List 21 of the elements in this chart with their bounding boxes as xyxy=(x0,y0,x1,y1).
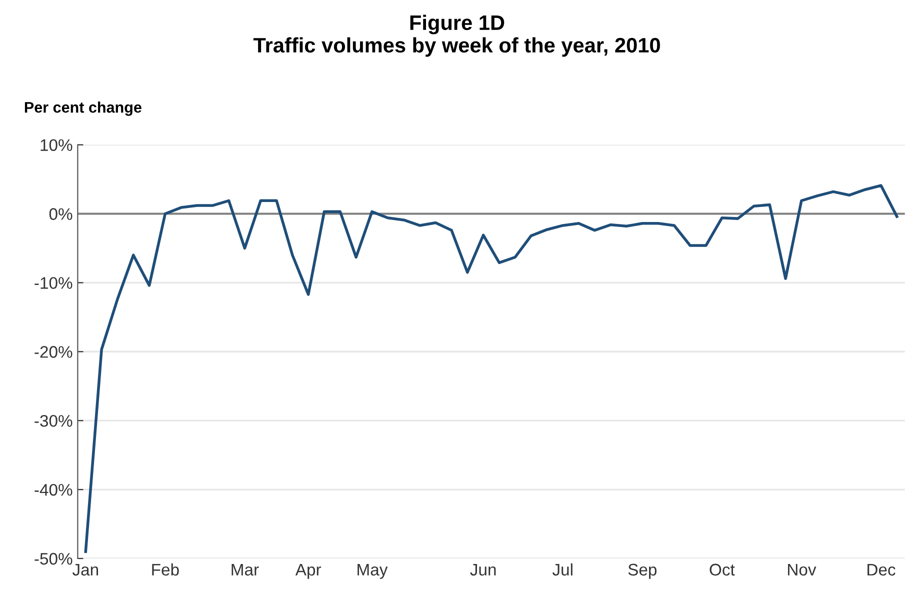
y-tick-label: -50% xyxy=(34,552,72,565)
x-tick-label: Mar xyxy=(232,564,259,576)
line-series xyxy=(84,184,898,553)
x-tick-label: Nov xyxy=(788,564,816,576)
y-tick-label: -30% xyxy=(34,414,72,427)
x-tick-label: Jul xyxy=(552,563,572,576)
x-tick-label: Oct xyxy=(710,564,735,576)
y-axis-title: Per cent change xyxy=(24,102,142,116)
x-tick-label: Apr xyxy=(295,564,322,579)
x-tick-label: Sep xyxy=(628,564,657,579)
chart-title: Figure 1D Traffic volumes by week of the year, 2010 xyxy=(253,14,660,57)
x-tick-label: Jan xyxy=(72,564,98,576)
y-tick-label: 0% xyxy=(49,208,72,220)
x-tick-label: May xyxy=(358,564,388,579)
y-tick-label: 10% xyxy=(40,139,72,151)
x-tick-label: Dec xyxy=(868,564,896,576)
x-tick-label: Feb xyxy=(152,563,179,576)
y-tick-label: -40% xyxy=(34,484,72,496)
y-tick-label: -10% xyxy=(34,277,72,289)
y-tick-label: -20% xyxy=(34,346,72,358)
x-tick-label: Jun xyxy=(470,564,496,576)
